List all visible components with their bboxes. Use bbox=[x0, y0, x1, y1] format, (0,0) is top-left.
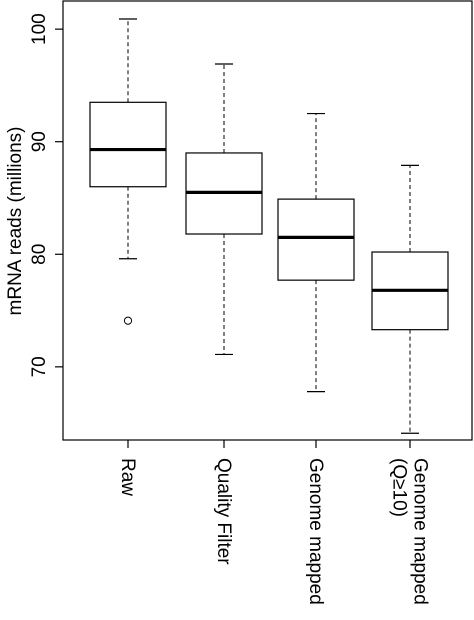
x-tick-label: Genome mapped(Q≥10) bbox=[389, 458, 431, 605]
box-iqr bbox=[277, 198, 355, 281]
y-tick-label: 100 bbox=[29, 13, 50, 45]
box-group bbox=[89, 18, 167, 325]
x-tick-label-line: (Q≥10) bbox=[389, 458, 410, 517]
box-group bbox=[277, 112, 355, 393]
y-axis-label: mRNA reads (millions) bbox=[5, 127, 26, 316]
x-tick-label: Raw bbox=[117, 458, 138, 496]
x-tick-label-line: Raw bbox=[117, 458, 138, 496]
box-group bbox=[371, 164, 449, 434]
outlier-point bbox=[123, 316, 133, 325]
x-tick-label-line: Quality Filter bbox=[213, 458, 234, 565]
x-tick-label: Genome mapped bbox=[305, 458, 326, 605]
plot-frame bbox=[62, 0, 473, 441]
x-tick-label-line: Genome mapped bbox=[410, 458, 431, 605]
box-group bbox=[185, 63, 263, 356]
x-tick-label-line: Genome mapped bbox=[305, 458, 326, 605]
y-tick-label: 80 bbox=[29, 244, 50, 265]
x-tick-label: Quality Filter bbox=[213, 458, 234, 565]
boxes-group bbox=[89, 18, 449, 434]
y-axis: 70 80 90 100 bbox=[29, 13, 63, 377]
x-axis: Raw Quality Filter Genome mapped Genome map… bbox=[117, 440, 431, 605]
y-tick-label: 70 bbox=[29, 356, 50, 377]
y-tick-label: 90 bbox=[29, 131, 50, 152]
box-iqr bbox=[89, 101, 167, 188]
